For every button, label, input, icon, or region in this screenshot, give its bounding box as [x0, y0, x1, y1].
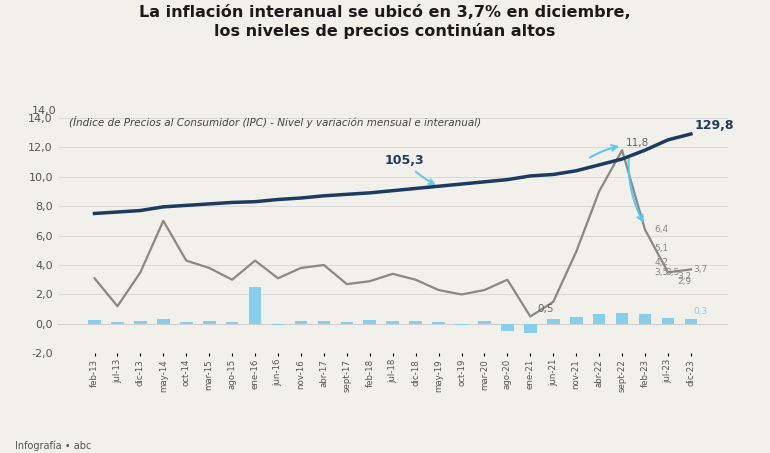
Text: 3,2: 3,2	[677, 272, 691, 281]
Bar	[226, 322, 239, 324]
Bar	[157, 319, 169, 324]
Text: La inflación interanual se ubicó en 3,7% en diciembre,
los niveles de precios co: La inflación interanual se ubicó en 3,7%…	[139, 5, 631, 39]
Text: 2,9: 2,9	[677, 277, 691, 286]
Bar	[570, 317, 583, 324]
Bar	[410, 321, 422, 324]
Text: 0,5: 0,5	[537, 304, 554, 313]
Bar	[272, 324, 284, 325]
Bar	[478, 321, 490, 324]
Bar	[134, 321, 147, 324]
Bar	[685, 319, 697, 324]
Bar	[295, 321, 307, 324]
Bar	[180, 322, 192, 324]
Bar	[455, 324, 468, 325]
Bar	[661, 318, 675, 324]
Text: 3,5: 3,5	[665, 268, 680, 277]
Text: 4,2: 4,2	[654, 258, 668, 266]
Bar	[638, 314, 651, 324]
Bar	[203, 321, 216, 324]
Bar	[593, 314, 605, 324]
Bar	[340, 322, 353, 324]
Bar	[89, 320, 101, 324]
Text: 3,7: 3,7	[693, 265, 708, 274]
Text: 14,0: 14,0	[32, 106, 56, 116]
Text: 129,8: 129,8	[695, 119, 734, 132]
Text: 0,3: 0,3	[693, 307, 708, 316]
Text: 105,3: 105,3	[384, 154, 434, 184]
Text: Infografía • abc: Infografía • abc	[15, 440, 92, 451]
Bar	[387, 321, 399, 324]
Text: (Índice de Precios al Consumidor (IPC) - Nivel y variación mensual e interanual): (Índice de Precios al Consumidor (IPC) -…	[69, 116, 481, 127]
Bar	[432, 322, 445, 324]
Text: 11,8: 11,8	[625, 138, 649, 148]
Text: 3,5: 3,5	[654, 268, 668, 277]
Text: 6,4: 6,4	[654, 225, 668, 234]
Bar	[524, 324, 537, 333]
Bar	[317, 321, 330, 324]
Text: 5,1: 5,1	[654, 244, 668, 253]
Bar	[501, 324, 514, 331]
Bar	[249, 287, 261, 324]
Bar	[616, 313, 628, 324]
Bar	[363, 320, 376, 324]
Bar	[547, 319, 560, 324]
Bar	[111, 322, 124, 324]
